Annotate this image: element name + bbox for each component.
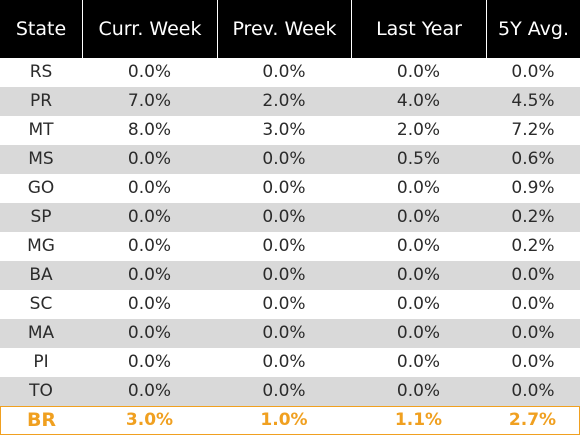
curr-week-cell: 0.0% [127,265,172,285]
prev-week-cell: 2.0% [262,91,306,111]
5y-avg-cell: 0.0% [511,352,555,372]
5y-avg-cell: 0.2% [511,207,555,227]
curr-week-cell: 0.0% [127,62,172,82]
last-year-cell: 0.0% [396,265,441,285]
prev-week-cell: 0.0% [262,352,306,372]
5y-avg-cell: 0.0% [511,381,555,401]
total-state-cell: BR [26,409,57,431]
prev-week-cell: 0.0% [262,323,306,343]
last-year-cell: 0.0% [396,352,441,372]
state-cell: TO [29,381,53,401]
last-year-cell: 0.0% [396,207,441,227]
curr-week-cell: 0.0% [127,207,172,227]
5y-avg-cell: 0.6% [511,149,555,169]
5y-avg-cell: 0.9% [511,178,555,198]
state-cell: MT [28,120,54,140]
curr-week-cell: 0.0% [127,352,172,372]
prev-week-cell: 0.0% [262,265,306,285]
state-cell: MG [27,236,55,256]
table-row: TO 0.0% 0.0% 0.0% 0.0% [0,377,580,406]
curr-week-cell: 0.0% [127,381,172,401]
state-cell: RS [29,62,53,82]
table-header-row: State Curr. Week Prev. Week Last Year 5Y… [0,0,580,58]
state-cell: MS [28,149,54,169]
curr-week-cell: 0.0% [127,178,172,198]
last-year-cell: 0.0% [396,381,441,401]
table-row: SC 0.0% 0.0% 0.0% 0.0% [0,290,580,319]
5y-avg-cell: 0.0% [511,62,555,82]
curr-week-cell: 8.0% [127,120,172,140]
curr-week-cell: 7.0% [127,91,172,111]
table-row: MT 8.0% 3.0% 2.0% 7.2% [0,116,580,145]
state-cell: SP [30,207,52,227]
curr-week-cell: 0.0% [127,323,172,343]
column-header-curr-week: Curr. Week [82,0,217,58]
prev-week-cell: 0.0% [262,381,306,401]
prev-week-cell: 0.0% [262,207,306,227]
last-year-cell: 2.0% [396,120,441,140]
curr-week-cell: 0.0% [127,236,172,256]
prev-week-cell: 0.0% [262,178,306,198]
table-row: MS 0.0% 0.0% 0.5% 0.6% [0,145,580,174]
last-year-cell: 0.0% [396,236,441,256]
total-last-year-cell: 1.1% [394,410,443,430]
5y-avg-cell: 0.0% [511,265,555,285]
last-year-cell: 0.0% [396,294,441,314]
total-5y-avg-cell: 2.7% [508,410,557,430]
table-row: BA 0.0% 0.0% 0.0% 0.0% [0,261,580,290]
column-header-state: State [15,18,67,40]
table-row: GO 0.0% 0.0% 0.0% 0.9% [0,174,580,203]
prev-week-cell: 0.0% [262,294,306,314]
table-row: SP 0.0% 0.0% 0.0% 0.2% [0,203,580,232]
last-year-cell: 0.5% [396,149,441,169]
last-year-cell: 0.0% [396,323,441,343]
table-row: MG 0.0% 0.0% 0.0% 0.2% [0,232,580,261]
prev-week-cell: 0.0% [262,62,306,82]
table-body: RS 0.0% 0.0% 0.0% 0.0% PR 7.0% 2.0% 4.0%… [0,58,580,406]
prev-week-cell: 0.0% [262,149,306,169]
total-curr-week-cell: 3.0% [125,410,174,430]
table-row: PI 0.0% 0.0% 0.0% 0.0% [0,348,580,377]
state-cell: SC [29,294,53,314]
curr-week-cell: 0.0% [127,149,172,169]
state-cell: PI [33,352,49,372]
column-header-last-year: Last Year [351,0,486,58]
state-cell: MA [27,323,55,343]
table-row: MA 0.0% 0.0% 0.0% 0.0% [0,319,580,348]
5y-avg-cell: 0.0% [511,294,555,314]
prev-week-cell: 3.0% [262,120,306,140]
column-header-prev-week: Prev. Week [217,0,351,58]
prev-week-cell: 0.0% [262,236,306,256]
table-row: RS 0.0% 0.0% 0.0% 0.0% [0,58,580,87]
total-row: BR 3.0% 1.0% 1.1% 2.7% [0,406,580,435]
state-cell: GO [27,178,55,198]
table-row: PR 7.0% 2.0% 4.0% 4.5% [0,87,580,116]
5y-avg-cell: 4.5% [511,91,555,111]
total-prev-week-cell: 1.0% [260,410,308,430]
last-year-cell: 0.0% [396,62,441,82]
5y-avg-cell: 7.2% [511,120,555,140]
5y-avg-cell: 0.2% [511,236,555,256]
state-cell: PR [29,91,53,111]
curr-week-cell: 0.0% [127,294,172,314]
5y-avg-cell: 0.0% [511,323,555,343]
last-year-cell: 0.0% [396,178,441,198]
state-cell: BA [29,265,53,285]
last-year-cell: 4.0% [396,91,441,111]
column-header-5y-avg: 5Y Avg. [486,0,580,58]
